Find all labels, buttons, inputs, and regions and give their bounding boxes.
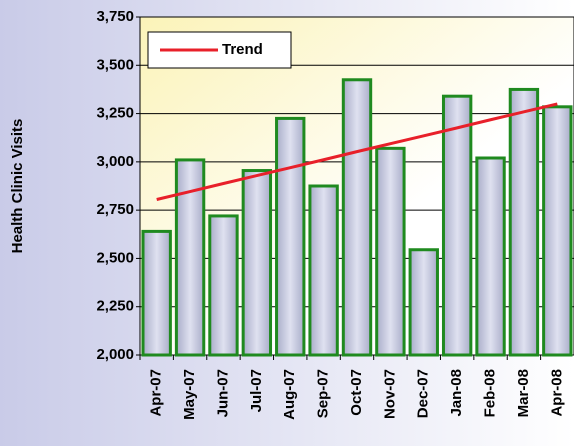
y-tick-label: 3,000 xyxy=(96,153,134,170)
y-tick-label: 2,250 xyxy=(96,298,134,315)
bar xyxy=(308,184,339,357)
bar xyxy=(341,78,373,357)
y-tick-label: 3,500 xyxy=(96,56,134,73)
x-tick-label: Feb-08 xyxy=(482,369,499,417)
bar xyxy=(208,214,239,357)
bar xyxy=(542,105,573,357)
bar xyxy=(508,87,540,357)
bar xyxy=(375,146,406,357)
x-tick-label: Dec-07 xyxy=(415,369,432,418)
x-tick-label: Oct-07 xyxy=(348,369,365,416)
y-tick-label: 2,750 xyxy=(96,201,134,218)
y-tick-label: 3,250 xyxy=(96,105,134,122)
legend-label: Trend xyxy=(222,41,263,58)
y-tick-label: 3,750 xyxy=(96,8,134,25)
y-axis-label: Health Clinic Visits xyxy=(9,119,26,254)
bar xyxy=(475,156,506,357)
bar xyxy=(241,169,273,357)
y-tick-label: 2,000 xyxy=(96,346,134,363)
x-tick-label: Nov-07 xyxy=(381,369,398,419)
x-tick-label: May-07 xyxy=(181,369,198,420)
bar xyxy=(441,94,473,357)
x-tick-label: Jan-08 xyxy=(448,369,465,417)
bar xyxy=(275,116,306,357)
x-tick-label: Jun-07 xyxy=(214,369,231,417)
x-tick-label: Jul-07 xyxy=(248,369,265,412)
bar xyxy=(408,248,439,357)
x-tick-label: Sep-07 xyxy=(315,369,332,418)
x-tick-label: Apr-07 xyxy=(148,369,165,417)
trend-line xyxy=(156,102,558,201)
y-tick-label: 2,500 xyxy=(96,249,134,266)
x-tick-label: Aug-07 xyxy=(281,369,298,420)
bar xyxy=(141,229,172,357)
x-tick-label: Apr-08 xyxy=(548,369,565,417)
x-tick-label: Mar-08 xyxy=(515,369,532,417)
